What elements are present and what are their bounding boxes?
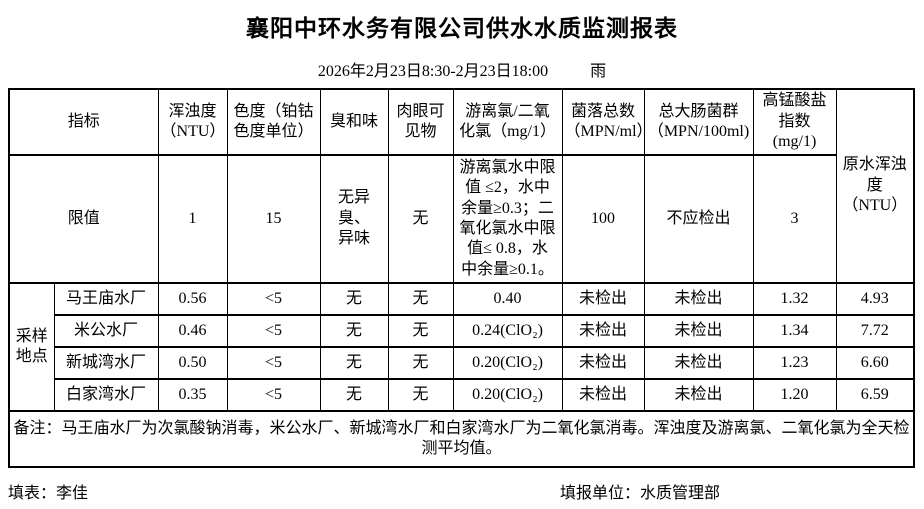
- table-cell: 0.46: [157, 314, 228, 348]
- filled-by-label: 填表：: [8, 485, 57, 502]
- header-raw-water-turbidity: 原水浑浊 度 （NTU）: [835, 88, 915, 284]
- table-cell: 无: [319, 314, 389, 348]
- table-cell: <5: [226, 378, 321, 412]
- weather-label: 雨: [590, 63, 607, 80]
- table-cell: 未检出: [561, 378, 645, 412]
- table-cell: 4.93: [835, 282, 915, 316]
- table-cell: <5: [226, 314, 321, 348]
- filled-by-value: 李佳: [56, 485, 89, 502]
- site-name: 新城湾水厂: [53, 346, 159, 380]
- table-cell: 未检出: [643, 282, 754, 316]
- table-cell: 未检出: [561, 314, 645, 348]
- table-cell: 无: [319, 346, 389, 380]
- table-cell: 0.35: [157, 378, 228, 412]
- table-cell: 未检出: [561, 346, 645, 380]
- limit-odor-taste: 无异臭、 异味: [319, 154, 389, 284]
- site-name: 米公水厂: [53, 314, 159, 348]
- sampling-site-label: 采样 地点: [8, 282, 55, 412]
- table-row: 新城湾水厂 0.50 <5 无 无 0.20(ClO₂) 未检出 未检出 1.2…: [9, 346, 915, 380]
- table-header-row: 指标 浑浊度 （NTU） 色度（铂钴 色度单位） 臭和味 肉眼可 见物 游离氯/…: [8, 88, 915, 284]
- table-cell: 1.32: [752, 282, 837, 316]
- reporting-unit-label: 填报单位：: [560, 485, 641, 502]
- page-title: 襄阳中环水务有限公司供水水质监测报表: [246, 16, 678, 41]
- table-cell: 无: [387, 378, 454, 412]
- table-cell: 0.40: [452, 282, 563, 316]
- header-coliform: 总大肠菌群 （MPN/100ml): [643, 88, 754, 156]
- table-row: 白家湾水厂 0.35 <5 无 无 0.20(ClO₂) 未检出 未检出 1.2…: [9, 378, 915, 412]
- table-cell: 0.50: [157, 346, 228, 380]
- table-cell: 1.34: [752, 314, 837, 348]
- site-name: 白家湾水厂: [53, 378, 159, 412]
- table-cell: 6.59: [835, 378, 915, 412]
- header-permanganate-index: 高锰酸盐 指数 (mg/1): [752, 88, 837, 156]
- report-date-range: 2026年2月23日8:30-2月23日18:00: [317, 63, 549, 80]
- water-quality-table: 指标 浑浊度 （NTU） 色度（铂钴 色度单位） 臭和味 肉眼可 见物 游离氯/…: [8, 88, 916, 468]
- table-row: 米公水厂 0.46 <5 无 无 0.24(ClO₂) 未检出 未检出 1.34…: [9, 314, 915, 348]
- table-cell: 0.56: [157, 282, 228, 316]
- table-cell: 无: [387, 346, 454, 380]
- limit-chlorine: 游离氯水中限 值 ≤2，水中 余量≥0.3；二 氧化氯水中限 值≤ 0.8，水 …: [452, 154, 563, 284]
- header-turbidity: 浑浊度 （NTU）: [157, 88, 228, 156]
- notes-text: 备注：马王庙水厂为次氯酸钠消毒，米公水厂、新城湾水厂和白家湾水厂为二氧化氯消毒。…: [8, 410, 915, 468]
- table-cell: 无: [387, 282, 454, 316]
- table-cell: 1.20: [752, 378, 837, 412]
- table-cell: 未检出: [643, 346, 754, 380]
- table-cell: 无: [319, 378, 389, 412]
- report-subtitle: 2026年2月23日8:30-2月23日18:00 雨: [0, 57, 924, 81]
- table-cell: <5: [226, 346, 321, 380]
- limit-visible-matter: 无: [387, 154, 454, 284]
- header-visible-matter: 肉眼可 见物: [387, 88, 454, 156]
- notes-row: 备注：马王庙水厂为次氯酸钠消毒，米公水厂、新城湾水厂和白家湾水厂为二氧化氯消毒。…: [8, 410, 915, 468]
- header-colony-count: 菌落总数 （MPN/ml）: [561, 88, 645, 156]
- site-name: 马王庙水厂: [53, 282, 159, 316]
- table-cell: 未检出: [561, 282, 645, 316]
- reporting-unit-value: 水质管理部: [640, 485, 721, 502]
- header-odor-taste: 臭和味: [319, 88, 389, 156]
- report-footer: 填表：李佳 填报单位：水质管理部: [8, 479, 924, 503]
- table-cell: 无: [319, 282, 389, 316]
- limit-chroma: 15: [226, 154, 321, 284]
- table-cell: 无: [387, 314, 454, 348]
- limit-turbidity: 1: [157, 154, 228, 284]
- table-cell: 0.20(ClO₂): [452, 346, 563, 380]
- limit-coliform: 不应检出: [643, 154, 754, 284]
- filled-by: 填表：李佳: [8, 485, 88, 502]
- reporting-unit: 填报单位：水质管理部: [560, 479, 720, 503]
- limit-permanganate-index: 3: [752, 154, 837, 284]
- table-cell: 0.20(ClO₂): [452, 378, 563, 412]
- table-cell: 6.60: [835, 346, 915, 380]
- limit-row-label: 限值: [8, 154, 159, 284]
- header-chroma: 色度（铂钴 色度单位）: [226, 88, 321, 156]
- header-chlorine: 游离氯/二氧 化氯（mg/1）: [452, 88, 563, 156]
- limit-row: 限值 1 15 无异臭、 异味 无 游离氯水中限 值 ≤2，水中 余量≥0.3；…: [8, 154, 914, 284]
- header-indicator: 指标: [8, 88, 159, 156]
- table-cell: 未检出: [643, 314, 754, 348]
- table-cell: 未检出: [643, 378, 754, 412]
- limit-colony-count: 100: [561, 154, 645, 284]
- table-cell: 1.23: [752, 346, 837, 380]
- table-cell: 0.24(ClO₂): [452, 314, 563, 348]
- table-cell: <5: [226, 282, 321, 316]
- table-cell: 7.72: [835, 314, 915, 348]
- table-row: 采样 地点 马王庙水厂 0.56 <5 无 无 0.40 未检出 未检出 1.3…: [8, 282, 915, 412]
